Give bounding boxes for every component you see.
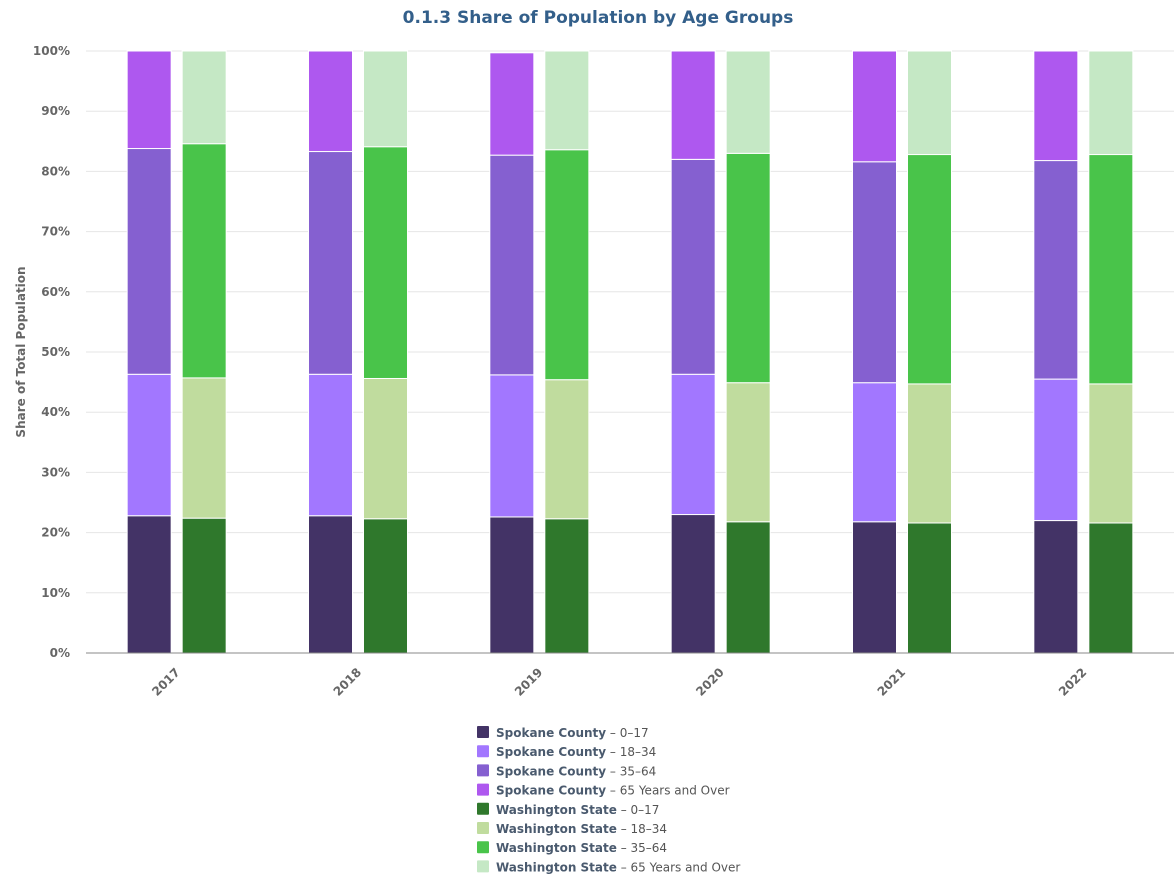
bar-segment xyxy=(308,151,353,375)
x-tick-label: 2020 xyxy=(693,665,727,699)
bar-segment xyxy=(489,52,535,156)
bar-segment xyxy=(181,377,227,519)
y-tick-label: 80% xyxy=(41,164,70,178)
bar-segment xyxy=(907,154,952,385)
x-tick-label: 2018 xyxy=(331,665,365,699)
x-tick-label: 2022 xyxy=(1056,665,1090,699)
legend-item: Spokane County – 35–64 xyxy=(496,764,656,778)
legend-swatch xyxy=(477,802,489,815)
x-tick-label: 2017 xyxy=(149,665,183,699)
bar-segment xyxy=(852,521,897,654)
bar-segment xyxy=(544,518,590,654)
bar-segment xyxy=(1088,154,1134,385)
legend-item: Washington State – 35–64 xyxy=(496,841,667,855)
legend-swatch xyxy=(477,822,489,834)
bar-segment xyxy=(907,50,952,156)
y-tick-label: 100% xyxy=(33,44,70,58)
y-tick-label: 90% xyxy=(41,104,70,118)
x-tick-label: 2019 xyxy=(512,665,546,699)
bar-segment xyxy=(1033,50,1079,162)
bar-segment xyxy=(544,149,590,381)
y-axis-ticks: 0% 10% 20% 30% 40% 50% 60% 70% 80% 90% 100% xyxy=(33,44,70,660)
y-tick-label: 70% xyxy=(41,225,70,239)
bar-segment xyxy=(126,50,172,150)
bar-segment xyxy=(725,50,771,154)
legend-swatch xyxy=(477,764,489,777)
bar-segment xyxy=(725,521,771,654)
bar-segment xyxy=(1033,160,1079,380)
bar-segment xyxy=(670,514,716,654)
legend-swatch xyxy=(477,783,489,796)
chart-title: 0.1.3 Share of Population by Age Groups xyxy=(403,8,794,28)
y-tick-label: 50% xyxy=(41,345,70,359)
bar-segment xyxy=(181,143,227,379)
bar-segment xyxy=(308,373,353,517)
legend-item: Spokane County – 0–17 xyxy=(496,726,649,740)
bars xyxy=(126,50,1134,654)
legend-item: Washington State – 18–34 xyxy=(496,822,667,836)
legend-item: Washington State – 0–17 xyxy=(496,803,659,817)
legend-item: Washington State – 65 Years and Over xyxy=(496,860,740,874)
bar-segment xyxy=(181,517,227,654)
bar-segment xyxy=(308,515,353,654)
bar-segment xyxy=(1033,378,1079,522)
y-tick-label: 60% xyxy=(41,285,70,299)
bar-segment xyxy=(181,50,227,145)
x-axis-ticks: 2017 2018 2019 2020 2021 2022 xyxy=(149,665,1089,699)
y-tick-label: 0% xyxy=(50,646,70,660)
bar-segment xyxy=(544,50,590,151)
bar-segment xyxy=(670,373,716,516)
y-tick-label: 40% xyxy=(41,405,70,419)
bar-segment xyxy=(126,515,172,654)
bar-segment xyxy=(1088,522,1134,654)
gridlines xyxy=(86,50,1174,594)
bar-segment xyxy=(489,374,535,518)
y-axis-label: Share of Total Population xyxy=(14,266,28,437)
bar-segment xyxy=(907,383,952,524)
bar-segment xyxy=(670,158,716,375)
legend-item: Spokane County – 65 Years and Over xyxy=(496,784,730,798)
bar-segment xyxy=(544,379,590,520)
bar-segment xyxy=(489,516,535,654)
legend-item: Spokane County – 18–34 xyxy=(496,745,656,759)
x-tick-label: 2021 xyxy=(875,665,909,699)
bar-segment xyxy=(670,50,716,160)
bar-segment xyxy=(126,373,172,517)
bar-segment xyxy=(126,148,172,375)
bar-segment xyxy=(363,50,408,148)
legend-swatch xyxy=(477,841,489,854)
legend-swatch xyxy=(477,745,489,758)
bar-segment xyxy=(725,382,771,523)
bar-segment xyxy=(852,382,897,523)
bar-segment xyxy=(1088,383,1134,524)
y-tick-label: 30% xyxy=(41,465,70,479)
legend-swatch xyxy=(477,860,489,873)
legend: Spokane County – 0–17 Spokane County – 18… xyxy=(477,726,740,874)
bar-segment xyxy=(907,522,952,654)
y-tick-label: 10% xyxy=(41,586,70,600)
bar-segment xyxy=(308,50,353,153)
legend-swatch xyxy=(477,726,489,738)
bar-segment xyxy=(363,146,408,379)
bar-segment xyxy=(1033,520,1079,654)
bar-segment xyxy=(1088,50,1134,156)
bar-segment xyxy=(363,518,408,654)
bar-segment xyxy=(363,377,408,520)
bar-segment xyxy=(852,161,897,384)
y-tick-label: 20% xyxy=(41,526,70,540)
bar-segment xyxy=(852,50,897,163)
bar-segment xyxy=(489,154,535,376)
bar-segment xyxy=(725,152,771,384)
